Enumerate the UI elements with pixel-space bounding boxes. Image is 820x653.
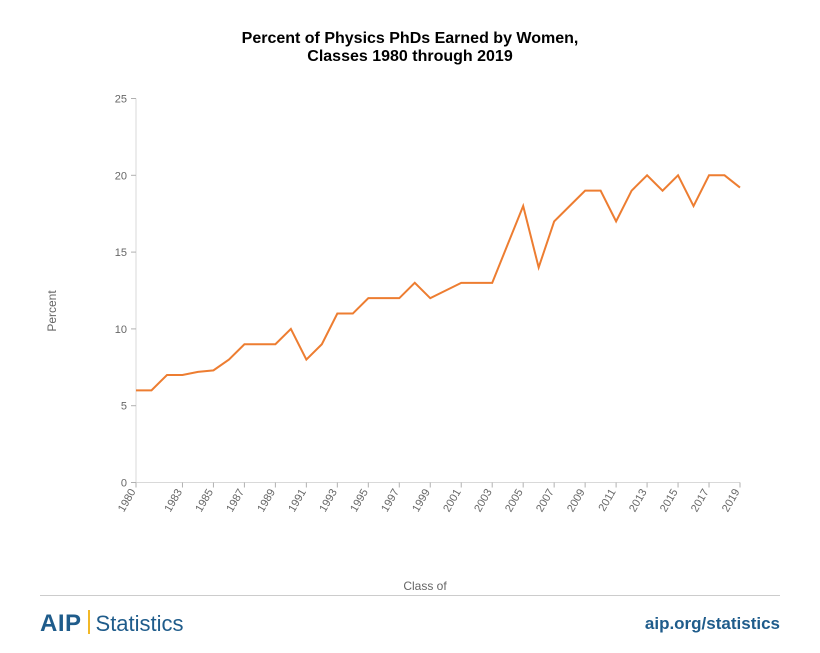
svg-text:5: 5 (121, 401, 127, 413)
svg-text:15: 15 (115, 247, 127, 259)
svg-text:1980: 1980 (116, 487, 139, 514)
chart-title: Percent of Physics PhDs Earned by Women,… (40, 30, 780, 66)
logo-divider (88, 610, 90, 634)
svg-text:0: 0 (121, 478, 127, 490)
svg-text:25: 25 (115, 94, 127, 106)
svg-text:2009: 2009 (565, 487, 588, 514)
footer-url: aip.org/statistics (645, 614, 780, 634)
svg-text:1991: 1991 (286, 487, 309, 514)
logo-stats-text: Statistics (96, 611, 184, 637)
svg-text:1987: 1987 (224, 487, 247, 514)
aip-logo: AIP Statistics (40, 610, 184, 638)
logo-aip-text: AIP (40, 610, 82, 638)
svg-text:1997: 1997 (379, 487, 402, 514)
chart-area: Percent 05101520251980198319851987198919… (100, 86, 750, 535)
svg-text:2017: 2017 (689, 487, 712, 514)
svg-text:2011: 2011 (596, 487, 618, 513)
svg-text:2003: 2003 (472, 487, 495, 514)
svg-text:1999: 1999 (410, 487, 433, 514)
footer: AIP Statistics aip.org/statistics (40, 595, 780, 638)
svg-text:2001: 2001 (441, 487, 464, 514)
svg-text:1983: 1983 (162, 487, 185, 514)
x-axis-label: Class of (403, 579, 446, 593)
svg-text:1985: 1985 (193, 487, 216, 514)
title-line-1: Percent of Physics PhDs Earned by Women, (40, 30, 780, 48)
svg-text:2007: 2007 (534, 487, 557, 514)
svg-text:1993: 1993 (317, 487, 340, 514)
svg-text:1995: 1995 (348, 487, 371, 514)
y-axis-label: Percent (45, 290, 59, 331)
svg-text:2019: 2019 (720, 487, 743, 514)
line-chart: 0 5 10 15 20 25 1980 1983 1985 1987 1989 1991 1993 19… (100, 86, 750, 535)
svg-text:2015: 2015 (658, 487, 681, 514)
svg-text:20: 20 (115, 170, 127, 182)
svg-text:2005: 2005 (503, 487, 526, 514)
chart-container: Percent of Physics PhDs Earned by Women,… (0, 0, 820, 653)
title-line-2: Classes 1980 through 2019 (40, 48, 780, 66)
svg-text:1989: 1989 (255, 487, 278, 514)
svg-text:2013: 2013 (627, 487, 650, 514)
svg-text:10: 10 (115, 324, 127, 336)
